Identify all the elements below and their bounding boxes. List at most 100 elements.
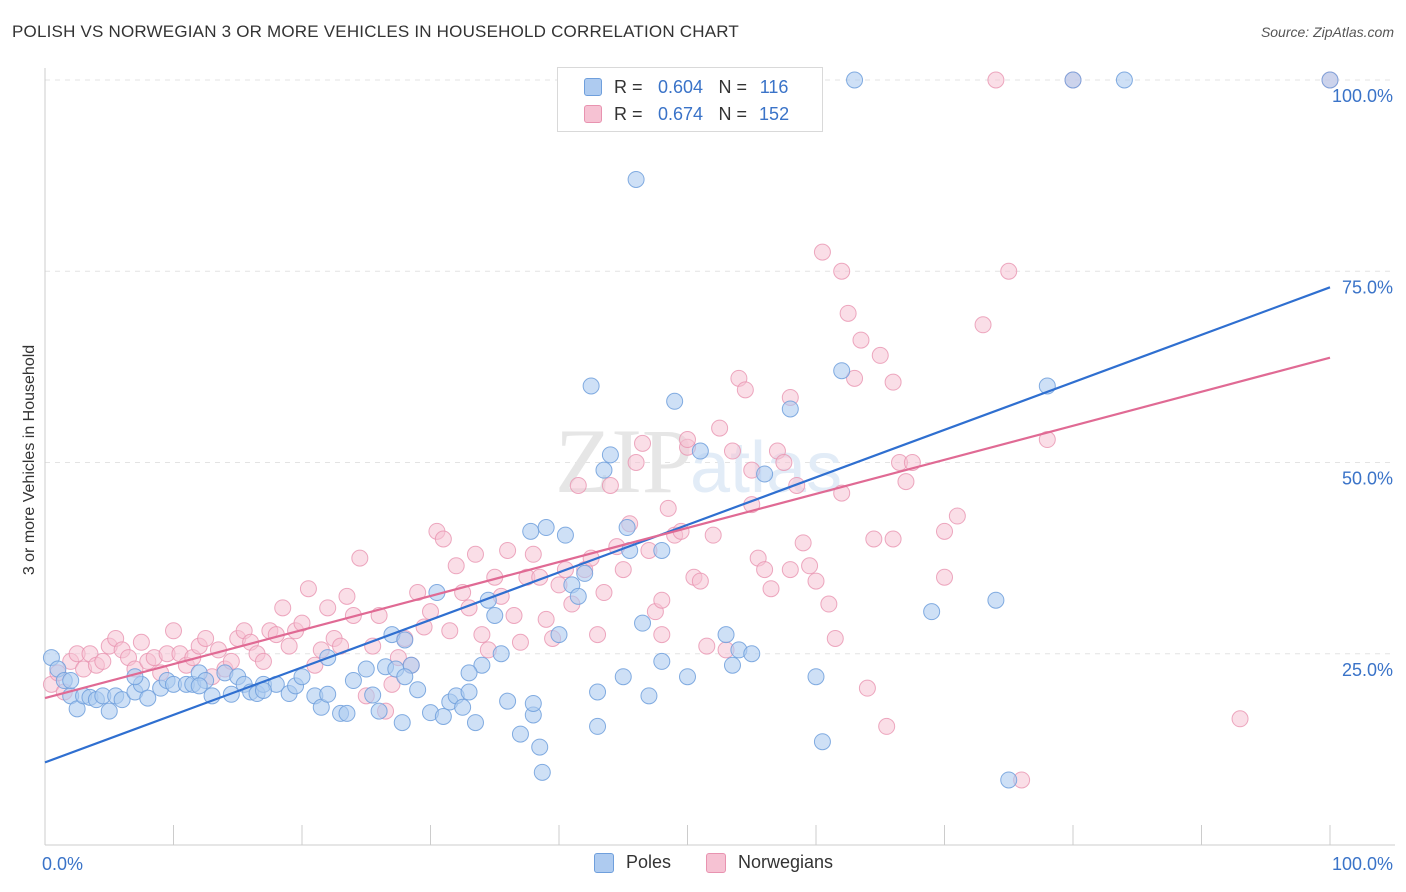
norwegians-point (897, 473, 915, 491)
poles-point (923, 603, 941, 621)
poles-legend-swatch (594, 852, 614, 873)
norwegians-point (434, 530, 452, 548)
norwegians-point (505, 607, 523, 624)
poles-point (556, 526, 574, 544)
y-tick-label: 100.0% (1332, 86, 1393, 106)
poles-point (139, 689, 157, 707)
norwegians-point (736, 381, 754, 399)
norwegians-swatch (584, 105, 602, 123)
norwegians-point (936, 568, 953, 586)
norwegians-point (634, 434, 652, 452)
poles-point (618, 519, 636, 537)
norwegians-point (659, 499, 677, 517)
x-tick-label-start: 0.0% (42, 854, 83, 874)
norwegians-point (511, 633, 529, 651)
watermark-zip: ZIP (555, 410, 693, 512)
norwegians-point (466, 545, 484, 563)
legend-r-value: 0.604 (658, 76, 704, 97)
poles-legend-label: Poles (626, 852, 672, 872)
poles-point (522, 522, 540, 540)
norwegians-point (846, 369, 864, 387)
norwegians-point (569, 476, 587, 494)
poles-point (679, 668, 696, 686)
poles-point (589, 717, 607, 735)
poles-point (717, 626, 735, 644)
stats-legend: R = 0.604 N = 116 R = 0.674 N = 152 (557, 67, 823, 132)
legend-n-value: 152 (759, 103, 790, 124)
poles-point (370, 702, 388, 720)
legend-item-poles: Poles (594, 852, 671, 873)
legend-r-value: 0.674 (658, 103, 704, 124)
norwegians-point (627, 454, 645, 471)
poles-point (531, 738, 549, 756)
norwegians-point (794, 534, 812, 552)
poles-point (409, 681, 427, 699)
norwegians-point (409, 584, 427, 602)
norwegians-point (132, 633, 150, 651)
poles-point (987, 591, 1005, 609)
poles-point (100, 702, 118, 720)
poles-point (743, 645, 761, 663)
poles-point (344, 672, 362, 690)
poles-point (524, 694, 542, 712)
norwegians-point (820, 595, 838, 613)
norwegians-point (833, 262, 851, 280)
poles-point (466, 714, 484, 732)
norwegians-point (197, 629, 215, 647)
norwegians-point (595, 584, 613, 602)
norwegians-point (524, 545, 542, 563)
norwegians-point (1231, 710, 1249, 728)
poles-point (640, 687, 658, 705)
poles-trend-line (44, 286, 1331, 764)
poles-point (653, 652, 671, 670)
poles-point (634, 614, 652, 632)
poles-point (614, 668, 632, 686)
legend-r-label: R = (614, 76, 643, 97)
tick-labels: 25.0% 50.0% 75.0% 100.0% 0.0% 100.0% (42, 86, 1393, 874)
legend-row-norwegians: R = 0.674 N = 152 (584, 103, 796, 125)
poles-point (460, 683, 478, 701)
poles-point (113, 691, 131, 709)
poles-point (813, 733, 831, 751)
poles-point (833, 362, 851, 380)
norwegians-point (441, 622, 459, 640)
norwegians-point (691, 572, 709, 590)
norwegians-point (723, 442, 741, 460)
poles-point (576, 564, 594, 582)
norwegians-point (852, 331, 870, 349)
x-tick-label-end: 100.0% (1332, 854, 1393, 874)
poles-point (781, 400, 799, 418)
norwegians-point (858, 679, 876, 697)
norwegians-point (351, 549, 369, 567)
legend-r-label: R = (614, 103, 643, 124)
norwegians-point (711, 419, 729, 437)
norwegians-point (299, 580, 317, 598)
norwegians-point (473, 626, 491, 644)
norwegians-point (704, 526, 722, 544)
poles-point (293, 668, 311, 686)
norwegians-point (698, 637, 716, 655)
norwegians-point (884, 530, 902, 548)
norwegians-point (280, 637, 298, 655)
series-legend: Poles Norwegians (0, 852, 1406, 876)
poles-point (62, 672, 80, 690)
poles-point (601, 446, 619, 464)
norwegians-point (756, 561, 774, 579)
norwegians-point (839, 304, 857, 322)
norwegians-point (653, 626, 671, 644)
norwegians-point (865, 530, 883, 548)
y-tick-label: 75.0% (1342, 277, 1393, 297)
norwegians-legend-swatch (706, 852, 726, 873)
norwegians-point (447, 557, 465, 575)
poles-point (393, 714, 411, 732)
poles-point (396, 631, 414, 649)
norwegians-point (499, 541, 517, 559)
poles-point (338, 704, 356, 722)
poles-point (537, 519, 555, 537)
poles-point (846, 71, 864, 89)
poles-point (1321, 71, 1339, 89)
poles-point (666, 392, 684, 410)
norwegians-point (807, 572, 825, 590)
poles-point (582, 377, 600, 395)
norwegians-point (813, 243, 831, 261)
